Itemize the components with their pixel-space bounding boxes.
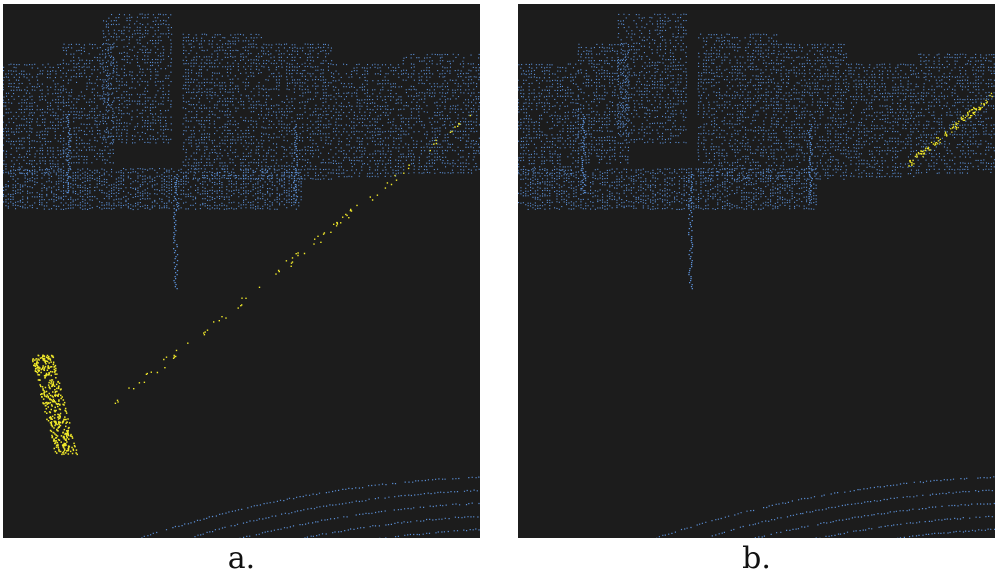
highlighted-points <box>32 114 471 456</box>
point-cloud-b <box>518 13 995 538</box>
blue-points <box>3 13 480 538</box>
point-cloud-panel-b <box>518 4 995 538</box>
caption-a: a. <box>227 541 256 576</box>
blue-points <box>518 13 995 538</box>
highlighted-points <box>908 92 993 167</box>
point-cloud-panel-a <box>3 4 480 538</box>
caption-b: b. <box>742 541 771 576</box>
point-cloud-a <box>3 13 480 538</box>
